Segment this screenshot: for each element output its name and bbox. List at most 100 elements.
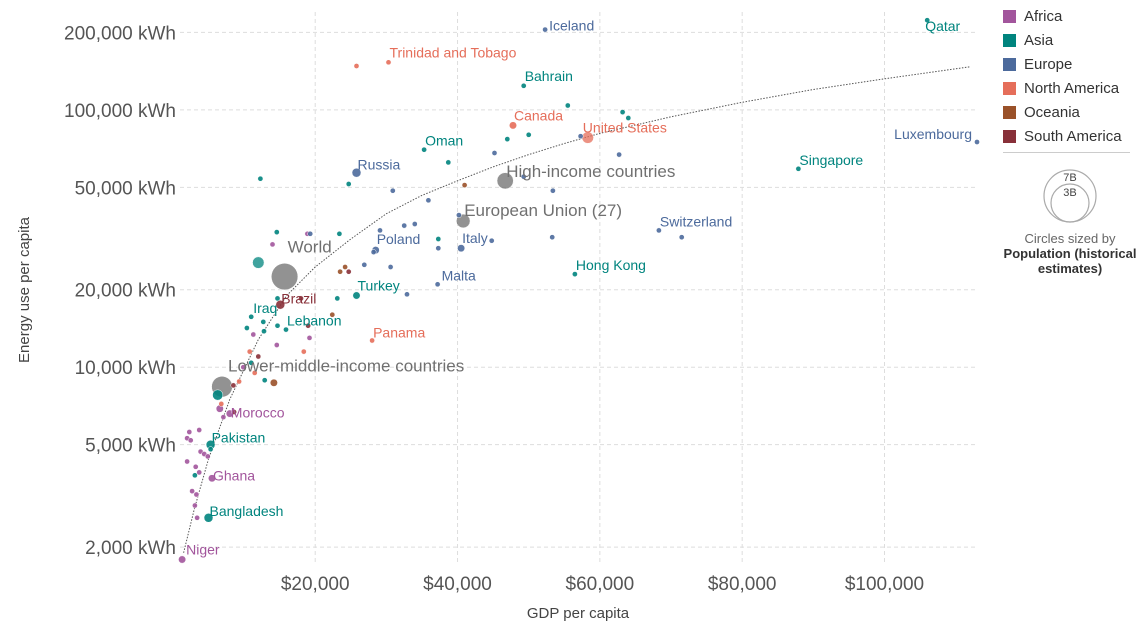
point-world[interactable] xyxy=(271,263,299,291)
point-asia[interactable] xyxy=(273,229,280,235)
point-asia[interactable] xyxy=(257,175,264,182)
point-oceania[interactable] xyxy=(269,378,278,387)
point-asia[interactable] xyxy=(525,131,532,138)
point-turkey[interactable] xyxy=(352,291,361,300)
point-south-america[interactable] xyxy=(345,268,352,275)
point-south-america[interactable] xyxy=(231,409,237,415)
point-africa[interactable] xyxy=(194,514,200,521)
point-asia[interactable] xyxy=(244,325,250,331)
point-europe[interactable] xyxy=(435,245,442,252)
point-switzerland[interactable] xyxy=(656,227,662,234)
point-asia[interactable] xyxy=(504,136,511,142)
legend-item-asia[interactable]: Asia xyxy=(1003,28,1143,52)
point-north-america[interactable] xyxy=(246,348,253,355)
point-africa[interactable] xyxy=(204,453,211,460)
legend-item-africa[interactable]: Africa xyxy=(1003,4,1143,28)
point-africa[interactable] xyxy=(192,502,198,509)
point-africa[interactable] xyxy=(193,491,200,498)
point-europe[interactable] xyxy=(377,227,383,234)
point-north-america[interactable] xyxy=(236,378,242,385)
point-europe[interactable] xyxy=(401,222,408,229)
point-asia[interactable] xyxy=(625,115,632,121)
point-europe[interactable] xyxy=(361,261,368,268)
point-africa[interactable] xyxy=(184,458,190,465)
point-high-income-countries[interactable] xyxy=(496,172,514,190)
point-luxembourg[interactable] xyxy=(974,139,980,145)
point-asia[interactable] xyxy=(192,472,198,479)
point-bangladesh[interactable] xyxy=(203,513,214,523)
point-iraq[interactable] xyxy=(248,313,255,320)
point-asia[interactable] xyxy=(248,359,255,366)
point-hong-kong[interactable] xyxy=(572,271,578,277)
point-north-america[interactable] xyxy=(251,370,258,376)
point-africa[interactable] xyxy=(189,488,195,494)
point-iceland[interactable] xyxy=(542,26,548,33)
point-singapore[interactable] xyxy=(795,165,802,172)
point-niger[interactable] xyxy=(178,555,187,564)
legend-item-south-america[interactable]: South America xyxy=(1003,124,1143,148)
point-europe[interactable] xyxy=(456,212,462,218)
point-europe[interactable] xyxy=(488,237,495,244)
point-asia[interactable] xyxy=(207,446,214,453)
point-europe[interactable] xyxy=(520,173,527,180)
point-europe[interactable] xyxy=(370,249,377,255)
point-asia[interactable] xyxy=(252,256,265,269)
point-asia[interactable] xyxy=(345,181,352,187)
point-africa[interactable] xyxy=(196,427,203,433)
point-oceania[interactable] xyxy=(329,311,336,318)
point-europe[interactable] xyxy=(678,234,685,241)
point-africa[interactable] xyxy=(240,364,247,371)
point-asia[interactable] xyxy=(619,109,626,115)
point-europe[interactable] xyxy=(491,150,498,156)
point-europe[interactable] xyxy=(549,234,556,241)
point-asia[interactable] xyxy=(274,295,281,302)
point-malta[interactable] xyxy=(434,281,441,288)
point-lebanon[interactable] xyxy=(283,326,289,333)
point-canada[interactable] xyxy=(509,121,517,130)
point-south-america[interactable] xyxy=(255,353,262,360)
point-europe[interactable] xyxy=(577,133,584,140)
point-trinidad-and-tobago[interactable] xyxy=(385,59,392,66)
point-south-america[interactable] xyxy=(305,322,311,329)
point-africa[interactable] xyxy=(269,241,276,248)
point-asia[interactable] xyxy=(336,230,343,237)
point-asia[interactable] xyxy=(334,295,341,302)
point-africa[interactable] xyxy=(273,342,280,348)
point-italy[interactable] xyxy=(457,244,466,253)
point-asia[interactable] xyxy=(261,328,267,335)
point-south-america[interactable] xyxy=(298,295,304,302)
point-bahrain[interactable] xyxy=(520,82,527,89)
point-asia[interactable] xyxy=(274,322,281,329)
point-ghana[interactable] xyxy=(208,474,216,483)
point-africa[interactable] xyxy=(196,469,203,476)
point-oceania[interactable] xyxy=(461,182,468,188)
point-panama[interactable] xyxy=(369,337,375,344)
point-europe[interactable] xyxy=(389,187,396,194)
point-asia[interactable] xyxy=(445,159,452,166)
point-africa[interactable] xyxy=(192,463,199,470)
point-asia[interactable] xyxy=(261,377,268,384)
point-oceania[interactable] xyxy=(337,268,343,275)
point-europe[interactable] xyxy=(307,230,314,237)
legend-item-north-america[interactable]: North America xyxy=(1003,76,1143,100)
point-africa[interactable] xyxy=(186,429,193,435)
point-asia[interactable] xyxy=(435,236,442,242)
point-asia[interactable] xyxy=(564,102,571,109)
point-africa[interactable] xyxy=(220,414,227,420)
legend-item-oceania[interactable]: Oceania xyxy=(1003,100,1143,124)
point-qatar[interactable] xyxy=(924,17,931,24)
point-europe[interactable] xyxy=(411,221,418,227)
point-europe[interactable] xyxy=(425,197,432,204)
point-europe[interactable] xyxy=(616,151,622,158)
point-brazil[interactable] xyxy=(275,299,286,310)
point-oman[interactable] xyxy=(421,146,427,153)
point-south-america[interactable] xyxy=(230,382,237,389)
point-north-america[interactable] xyxy=(353,63,360,69)
point-africa[interactable] xyxy=(250,331,257,338)
point-north-america[interactable] xyxy=(300,348,307,355)
point-russia[interactable] xyxy=(351,167,362,178)
point-north-america[interactable] xyxy=(218,401,225,407)
point-europe[interactable] xyxy=(387,264,394,270)
point-europe[interactable] xyxy=(550,187,556,194)
point-asia[interactable] xyxy=(212,389,224,401)
